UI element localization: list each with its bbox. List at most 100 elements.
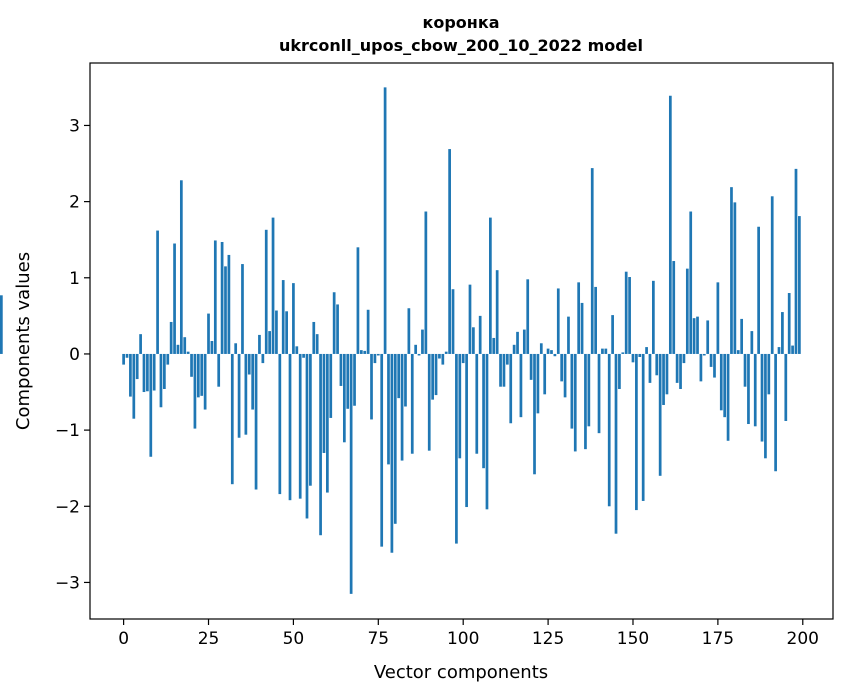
bar-32 bbox=[230, 353, 234, 485]
bar-35 bbox=[241, 264, 244, 354]
bar-17 bbox=[179, 180, 183, 354]
bar-153 bbox=[641, 353, 645, 501]
bar-150 bbox=[631, 353, 635, 363]
bar-71 bbox=[363, 350, 367, 354]
bar-97 bbox=[451, 289, 455, 354]
bar-42 bbox=[264, 229, 268, 354]
y-tick-label: 1 bbox=[69, 269, 80, 289]
bar-16 bbox=[176, 344, 180, 354]
bar-160 bbox=[665, 353, 669, 395]
bar-65 bbox=[342, 353, 346, 443]
bar-109 bbox=[492, 337, 496, 354]
x-tick-label: 100 bbox=[447, 629, 479, 649]
bar-52 bbox=[298, 353, 302, 499]
bar-83 bbox=[404, 353, 407, 407]
bar-176 bbox=[719, 353, 723, 411]
bar-89 bbox=[424, 211, 428, 354]
bars-group bbox=[0, 87, 801, 594]
bar-69 bbox=[356, 247, 360, 354]
bar-46 bbox=[278, 353, 282, 495]
bar-34 bbox=[237, 353, 241, 438]
bar-163 bbox=[675, 353, 679, 383]
bar-117 bbox=[519, 353, 523, 418]
bar-149 bbox=[628, 277, 631, 354]
bar-112 bbox=[502, 353, 506, 387]
bar-127 bbox=[553, 353, 557, 357]
bar-41 bbox=[261, 353, 265, 364]
y-axis-ticks: −3 −2 −1 0 1 2 3 bbox=[55, 116, 90, 593]
bar-175 bbox=[716, 282, 720, 354]
bar-144 bbox=[611, 315, 614, 354]
bar-188 bbox=[760, 353, 764, 442]
bar-189 bbox=[764, 353, 767, 459]
bar-50 bbox=[292, 283, 295, 354]
bar-40 bbox=[258, 334, 261, 354]
bar-10 bbox=[156, 230, 159, 354]
bar-86 bbox=[414, 344, 418, 354]
bar-87 bbox=[417, 353, 421, 356]
bar-61 bbox=[329, 353, 333, 418]
bar-100 bbox=[461, 353, 465, 364]
bar-62 bbox=[332, 292, 336, 354]
bar-118 bbox=[522, 329, 526, 354]
x-tick-label: 0 bbox=[118, 629, 129, 649]
x-tick-label: 75 bbox=[367, 629, 389, 649]
bar-167 bbox=[689, 211, 693, 354]
bar-94 bbox=[441, 353, 445, 365]
x-tick-label: 150 bbox=[617, 629, 649, 649]
bar-157 bbox=[655, 353, 659, 376]
bar-66 bbox=[346, 353, 350, 409]
bar-99 bbox=[458, 353, 462, 459]
bar-106 bbox=[482, 353, 485, 469]
bar-9 bbox=[152, 353, 156, 391]
bar-6 bbox=[142, 353, 146, 393]
bar-82 bbox=[400, 353, 404, 461]
bar-184 bbox=[747, 353, 750, 425]
bar-3 bbox=[132, 353, 136, 419]
y-tick-label: −2 bbox=[55, 497, 80, 517]
bar-57 bbox=[315, 334, 319, 354]
bar-68 bbox=[353, 353, 356, 406]
bar-53 bbox=[302, 353, 305, 358]
bar-121 bbox=[533, 353, 536, 475]
bar-132 bbox=[570, 353, 574, 429]
bar-64 bbox=[339, 353, 343, 386]
bar-197 bbox=[791, 345, 794, 354]
bar-195 bbox=[784, 353, 788, 421]
bar-58 bbox=[319, 353, 322, 536]
plot-frame bbox=[89, 62, 834, 620]
bar-191 bbox=[770, 196, 774, 354]
bar-80 bbox=[393, 353, 397, 524]
bar-140 bbox=[597, 353, 601, 434]
bar-81 bbox=[397, 353, 401, 399]
bar-undefined bbox=[0, 295, 3, 354]
bar-199 bbox=[798, 216, 801, 354]
bar-165 bbox=[682, 353, 686, 364]
x-tick-label: 125 bbox=[532, 629, 564, 649]
bar-77 bbox=[383, 87, 387, 354]
bar-130 bbox=[563, 353, 567, 398]
chart-title-line1: коронка bbox=[422, 13, 499, 32]
bar-25 bbox=[207, 313, 210, 354]
y-axis-label: Components values bbox=[13, 252, 34, 430]
bar-190 bbox=[767, 353, 771, 395]
bar-73 bbox=[370, 353, 373, 420]
bar-18 bbox=[183, 337, 187, 354]
bar-78 bbox=[387, 353, 390, 465]
bar-103 bbox=[472, 327, 475, 354]
bar-187 bbox=[757, 226, 760, 354]
bar-116 bbox=[516, 331, 519, 354]
bar-75 bbox=[376, 353, 380, 356]
y-tick-label: −3 bbox=[55, 573, 80, 593]
bar-51 bbox=[295, 346, 299, 354]
bar-142 bbox=[604, 348, 608, 354]
bar-164 bbox=[679, 353, 682, 389]
bar-8 bbox=[149, 353, 153, 457]
bar-39 bbox=[254, 353, 258, 490]
bar-182 bbox=[740, 318, 744, 354]
bar-12 bbox=[163, 353, 166, 389]
bar-95 bbox=[444, 351, 448, 354]
bar-166 bbox=[685, 268, 689, 354]
bar-114 bbox=[509, 353, 513, 424]
